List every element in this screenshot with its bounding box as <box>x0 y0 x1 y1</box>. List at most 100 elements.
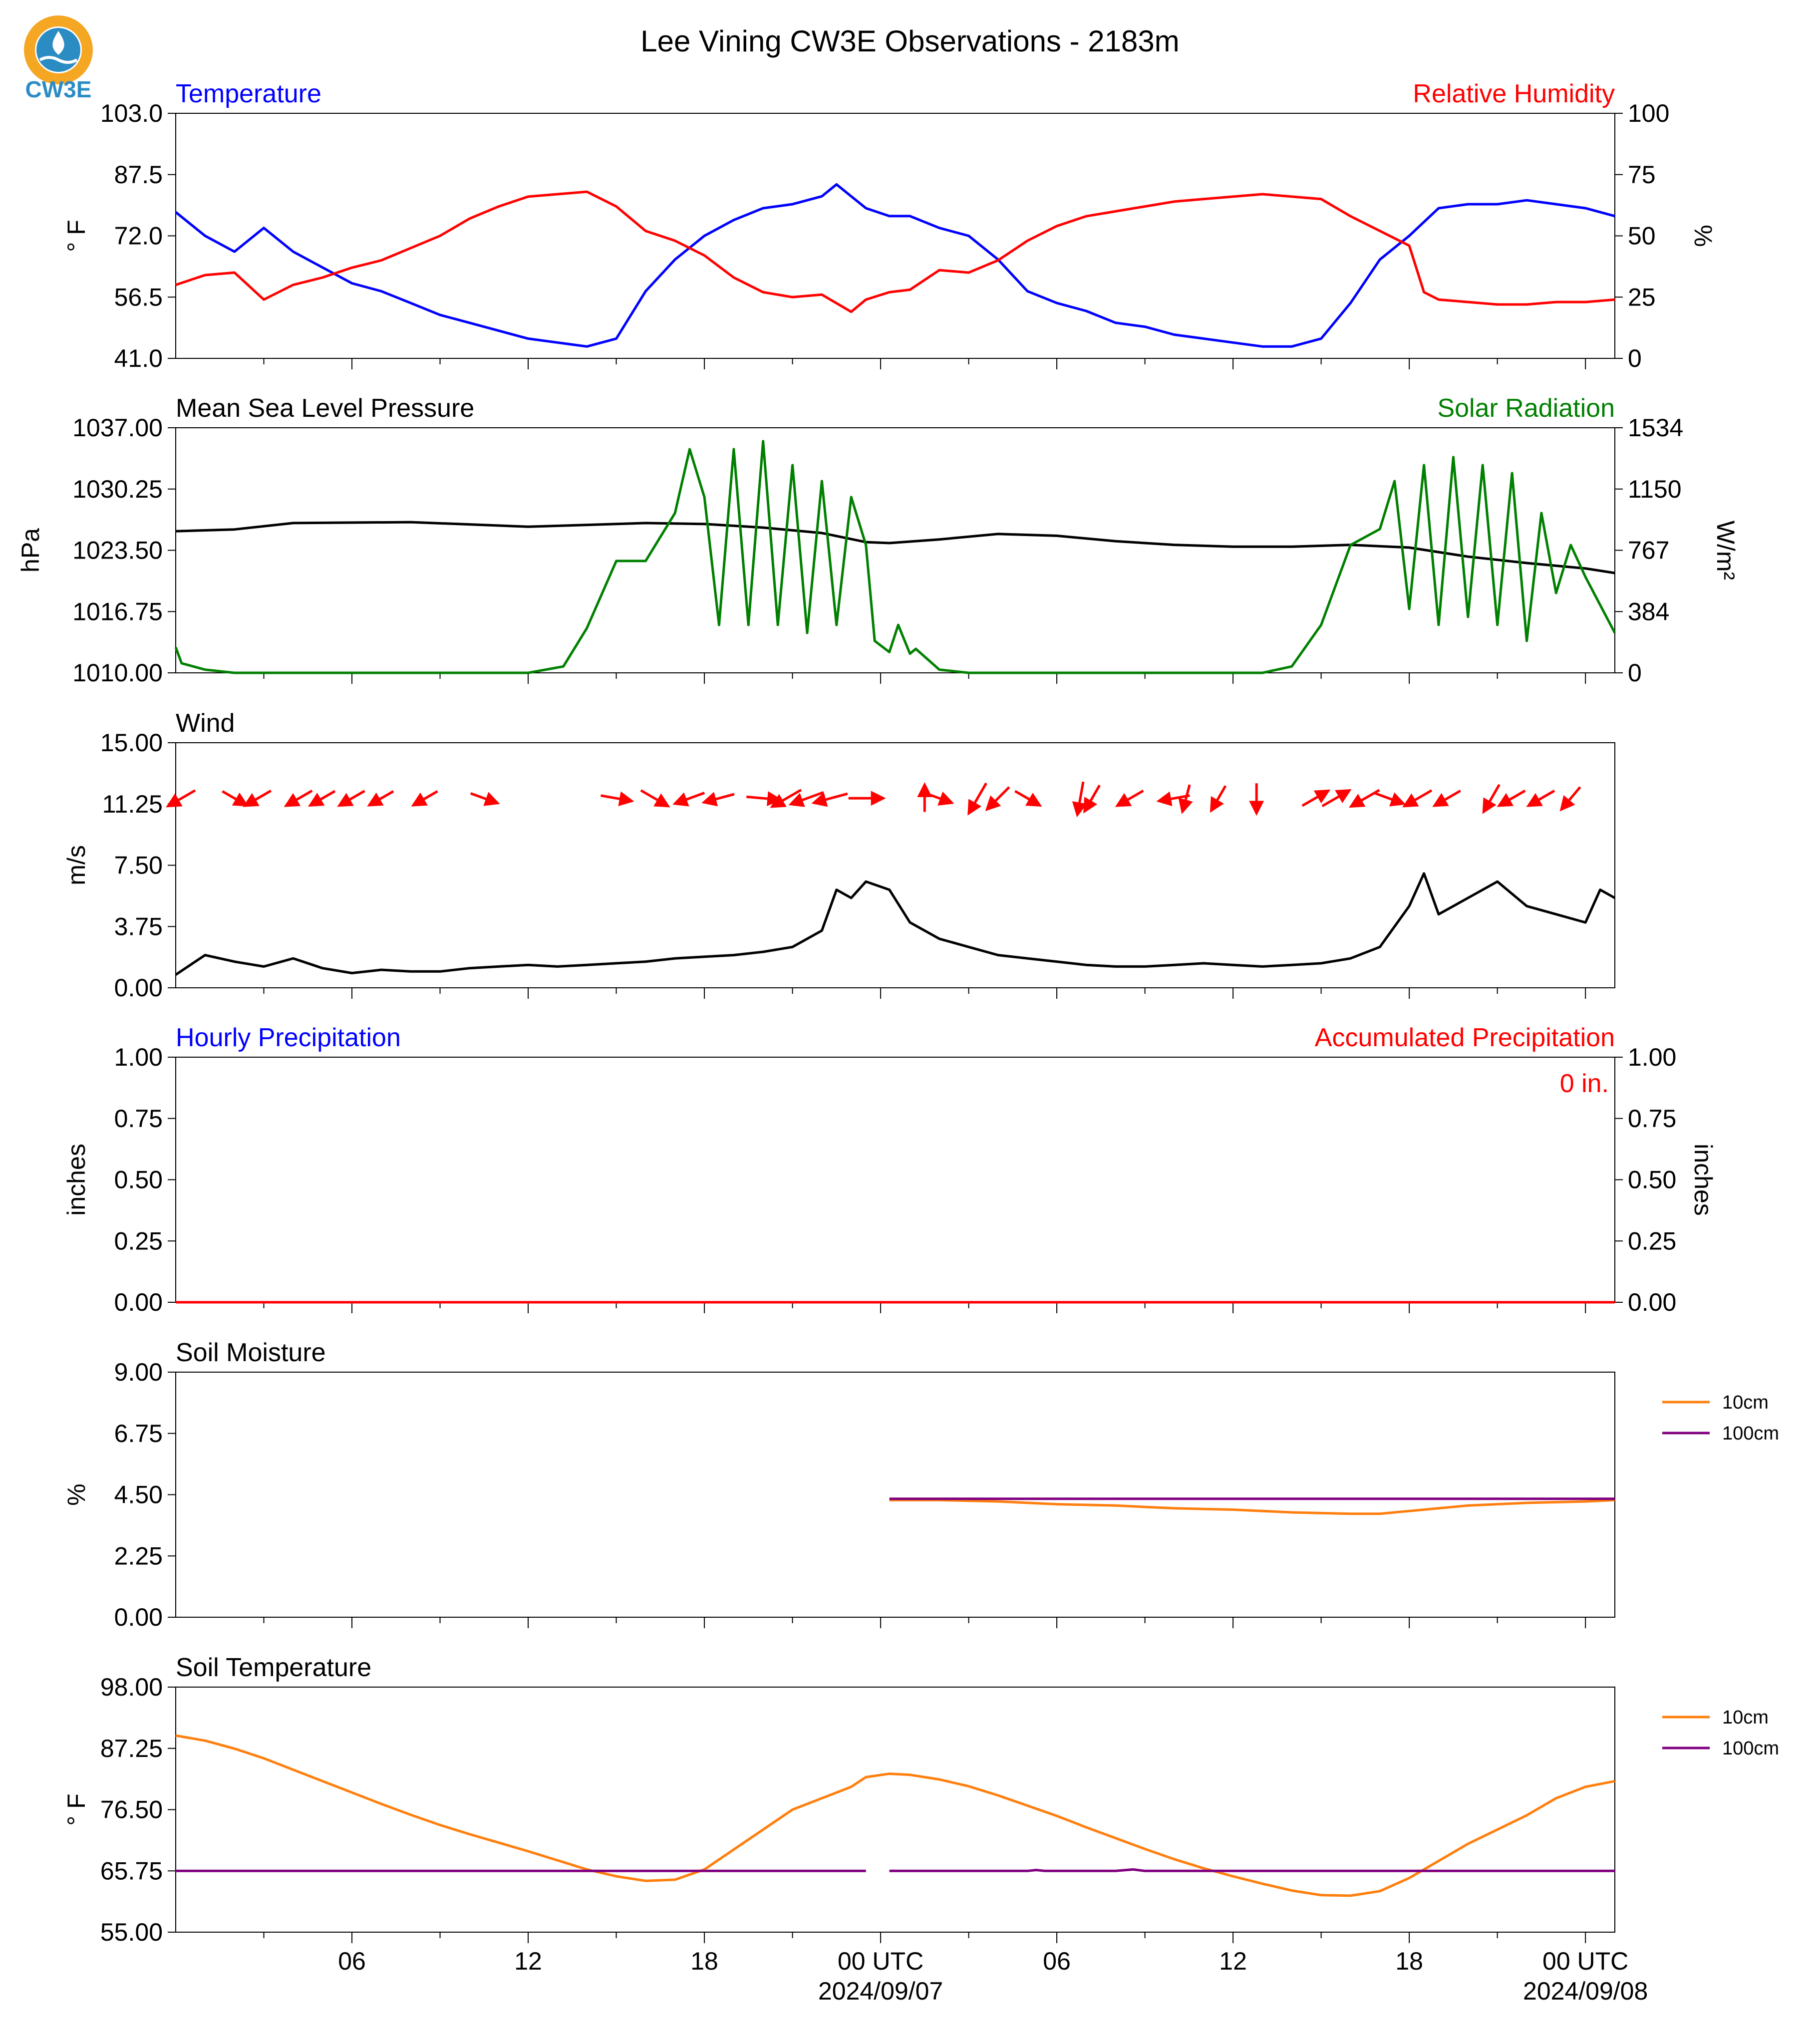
wind-arrow <box>601 791 634 807</box>
x-tick-label: 00 UTC <box>1542 1947 1628 1975</box>
y-tick-label: 0.00 <box>114 1603 163 1631</box>
cw3e-logo: CW3E <box>24 15 93 102</box>
y-tick-label: 87.5 <box>114 161 163 189</box>
plot-frame <box>175 113 1615 359</box>
legend-label: 100cm <box>1722 1423 1779 1444</box>
y-tick-label-right: 100 <box>1628 99 1669 127</box>
y-tick-label: 1016.75 <box>72 597 163 625</box>
y-tick-label: 72.0 <box>114 222 163 250</box>
panel-temp_rh: Temperature Relative Humidity 41.0 56.5 72.0… <box>62 79 1717 372</box>
wind-arrow <box>770 789 802 808</box>
y-tick-label: 1037.00 <box>72 414 163 442</box>
panel-title-left: Soil Temperature <box>176 1653 371 1682</box>
wind-arrow <box>926 791 954 806</box>
y-tick-label-right: 75 <box>1628 161 1656 189</box>
y-tick-label: 1.00 <box>114 1043 163 1071</box>
wind-arrow <box>1432 790 1461 807</box>
y-tick-label: 41.0 <box>114 344 163 372</box>
panel-title-left: Temperature <box>176 79 321 108</box>
y-tick-label: 56.5 <box>114 283 163 311</box>
chart-panels: Temperature Relative Humidity 41.0 56.5 72.0… <box>16 79 1779 2005</box>
wind-arrow <box>307 790 336 807</box>
wind-arrow <box>1156 791 1190 807</box>
precip-total-annotation: 0 in. <box>1560 1069 1609 1098</box>
y-tick-label: 2.25 <box>114 1542 163 1570</box>
wind-arrow <box>166 789 196 808</box>
y-tick-label-right: 767 <box>1628 537 1669 565</box>
x-tick-label: 18 <box>690 1947 718 1975</box>
y-tick-label: 6.75 <box>114 1420 163 1448</box>
wind-arrow <box>967 782 987 816</box>
legend-label: 10cm <box>1722 1707 1769 1728</box>
y-tick-label: 1023.50 <box>72 537 163 565</box>
panel-title-left: Wind <box>176 709 235 738</box>
y-axis-label: % <box>62 1483 90 1505</box>
y-tick-label-right: 0 <box>1628 659 1642 687</box>
y-tick-label: 0.00 <box>114 1288 163 1316</box>
wind-arrow <box>367 790 394 807</box>
plot-frame <box>175 1057 1615 1303</box>
y-axis-label-right: inches <box>1689 1144 1717 1216</box>
wind-arrow <box>672 792 705 807</box>
y-tick-label: 1030.25 <box>72 475 163 503</box>
panel-title-left: Hourly Precipitation <box>176 1023 401 1052</box>
y-tick-label-right: 25 <box>1628 283 1656 311</box>
y-tick-label: 65.75 <box>100 1857 163 1885</box>
wind-arrow <box>1115 790 1144 807</box>
y-tick-label-right: 384 <box>1628 597 1669 625</box>
panel-soil_temp: Soil Temperature 55.00 65.75 76.50 87.25 98.0… <box>62 1653 1779 1946</box>
y-tick-label: 0.50 <box>114 1166 163 1194</box>
plot-frame <box>175 1372 1615 1618</box>
x-date-label: 2024/09/08 <box>1523 1977 1648 2005</box>
logo-wave-icon <box>39 56 78 64</box>
y-tick-label-right: 1534 <box>1628 414 1683 442</box>
wind-arrow <box>746 791 783 806</box>
x-tick-label: 18 <box>1395 1947 1423 1975</box>
y-tick-label: 98.00 <box>100 1673 163 1701</box>
y-tick-label-right: 0.75 <box>1628 1105 1676 1133</box>
y-tick-label: 0.75 <box>114 1105 163 1133</box>
x-tick-label: 12 <box>514 1947 542 1975</box>
y-tick-label: 103.0 <box>100 99 163 127</box>
series-line-100cm-b <box>889 1868 1615 1872</box>
legend-label: 10cm <box>1722 1392 1769 1413</box>
wind-arrow <box>1373 792 1406 807</box>
wind-arrow <box>1482 784 1501 814</box>
y-tick-label-right: 1150 <box>1628 475 1682 503</box>
wind-arrow <box>1321 789 1352 808</box>
series-line-solar-radiation <box>174 440 1616 674</box>
panel-wind: Wind 0.00 3.75 7.50 11.25 15.00 m/s <box>62 709 1616 1002</box>
wind-arrow <box>337 790 365 807</box>
wind-arrow <box>411 790 438 807</box>
x-tick-label: 12 <box>1219 1947 1247 1975</box>
y-tick-label-right: 50 <box>1628 222 1656 250</box>
wind-arrow <box>243 790 272 807</box>
wind-arrow <box>1301 789 1331 807</box>
y-axis-label: inches <box>62 1144 90 1216</box>
wind-arrow <box>1083 784 1101 814</box>
series-line-relative-humidity <box>175 190 1615 313</box>
series-line-temperature <box>175 183 1615 348</box>
series-line-wind-speed <box>175 872 1616 976</box>
y-axis-label: ° F <box>62 220 90 252</box>
panel-title-left: Soil Moisture <box>176 1338 326 1367</box>
y-tick-label: 1010.00 <box>72 659 163 687</box>
y-axis-label: m/s <box>62 845 90 885</box>
panel-title-right: Relative Humidity <box>1413 79 1615 108</box>
y-tick-label-right: 0.50 <box>1628 1166 1676 1194</box>
wind-arrow <box>1526 790 1555 807</box>
wind-arrow <box>1072 781 1087 818</box>
y-tick-label: 55.00 <box>100 1918 163 1946</box>
logo-sun-ring <box>24 15 93 84</box>
plot-frame <box>175 1687 1615 1933</box>
wind-arrow <box>985 786 1010 812</box>
wind-arrow <box>701 792 735 807</box>
y-tick-label: 11.25 <box>102 790 163 818</box>
y-tick-label: 0.25 <box>114 1227 163 1255</box>
y-tick-label-right: 0 <box>1628 344 1642 372</box>
y-tick-label: 0.00 <box>114 974 163 1002</box>
x-tick-label: 06 <box>1043 1947 1071 1975</box>
y-tick-label: 76.50 <box>100 1796 163 1824</box>
y-axis-label-right: W/m² <box>1712 521 1740 580</box>
y-tick-label: 9.00 <box>114 1358 163 1386</box>
